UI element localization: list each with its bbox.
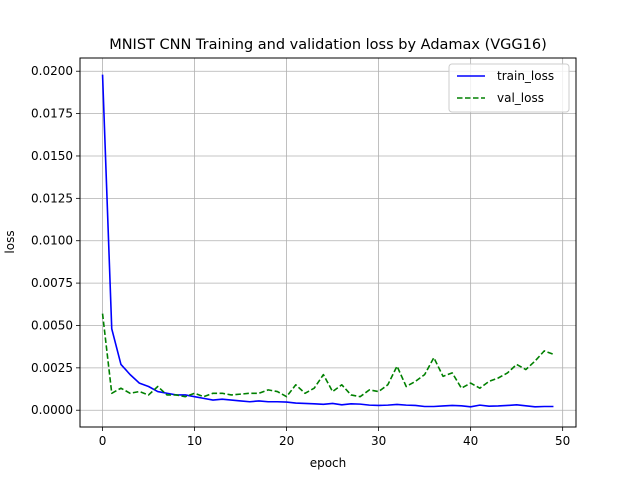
y-tick-label: 0.0175 xyxy=(31,107,73,121)
chart-title: MNIST CNN Training and validation loss b… xyxy=(109,37,547,53)
plot-frame xyxy=(79,57,577,428)
x-tick-label: 0 xyxy=(99,434,107,448)
y-tick-label: 0.0100 xyxy=(31,234,73,248)
x-tick-label: 30 xyxy=(371,434,386,448)
legend: train_loss val_loss xyxy=(448,63,570,113)
y-tick-label: 0.0200 xyxy=(31,64,73,78)
x-axis-title: epoch xyxy=(310,456,347,470)
x-tick-label: 20 xyxy=(279,434,294,448)
y-tick-label: 0.0075 xyxy=(31,276,73,290)
y-tick-label: 0.0150 xyxy=(31,149,73,163)
y-tick-label: 0.0000 xyxy=(31,403,73,417)
series-lines xyxy=(101,74,554,408)
x-tick-label: 50 xyxy=(555,434,570,448)
y-tick-label: 0.0025 xyxy=(31,361,73,375)
y-tick-label: 0.0050 xyxy=(31,318,73,332)
grid xyxy=(80,58,576,427)
y-axis-title: loss xyxy=(3,230,17,253)
x-tick-label: 10 xyxy=(187,434,202,448)
legend-label-val-loss: val_loss xyxy=(497,91,544,105)
legend-label-train-loss: train_loss xyxy=(497,69,554,83)
ticks: 0 10 20 30 40 50 0.0000 0.0025 0.0050 0.0075 0.010… xyxy=(31,64,570,448)
series-line-val-loss xyxy=(101,313,554,398)
x-tick-label: 40 xyxy=(463,434,478,448)
y-tick-label: 0.0125 xyxy=(31,191,73,205)
